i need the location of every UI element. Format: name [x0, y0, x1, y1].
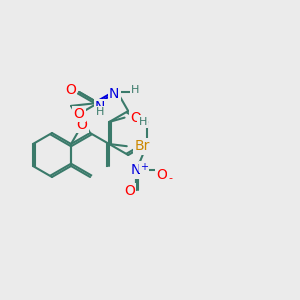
Text: Br: Br [135, 139, 150, 153]
Text: O: O [124, 184, 135, 198]
Text: H: H [131, 85, 140, 95]
Text: H: H [96, 107, 104, 117]
Text: N: N [95, 100, 105, 114]
Text: O: O [76, 118, 88, 132]
Text: N: N [131, 164, 142, 177]
Text: -: - [168, 173, 172, 183]
Text: +: + [140, 162, 148, 172]
Text: O: O [157, 168, 167, 182]
Text: O: O [130, 111, 141, 124]
Text: O: O [65, 83, 76, 97]
Text: H: H [139, 117, 147, 127]
Text: N: N [109, 87, 119, 100]
Text: O: O [74, 107, 85, 121]
